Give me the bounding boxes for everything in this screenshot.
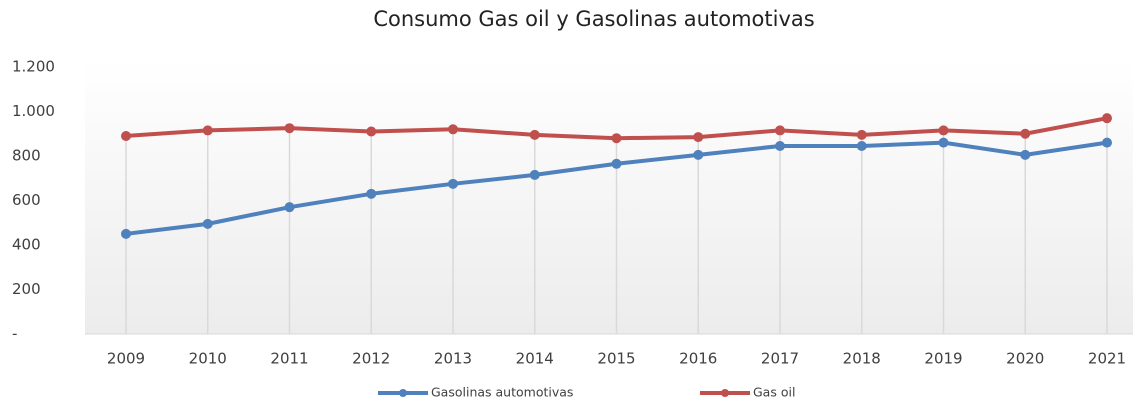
x-tick-label: 2013 [434, 350, 472, 368]
point [1020, 128, 1031, 139]
x-tick-label: 2014 [516, 350, 554, 368]
legend-marker [399, 389, 407, 397]
point [202, 125, 213, 136]
y-tick-label: 800 [12, 147, 41, 165]
point [1102, 137, 1112, 148]
point [1102, 113, 1112, 124]
point [693, 149, 704, 160]
point [121, 130, 131, 141]
point [1020, 149, 1031, 160]
legend-label: Gas oil [753, 385, 795, 400]
point [366, 126, 377, 137]
point [693, 132, 704, 143]
x-tick-label: 2017 [761, 350, 799, 368]
y-tick-label: 600 [12, 191, 41, 209]
point [856, 129, 867, 140]
point [284, 202, 295, 213]
legend-marker [721, 389, 729, 397]
x-tick-label: 2021 [1088, 350, 1126, 368]
point [448, 178, 458, 189]
x-tick-label: 2010 [189, 350, 227, 368]
x-tick-label: 2012 [352, 350, 390, 368]
point [121, 228, 131, 239]
point [529, 129, 540, 140]
point [938, 137, 949, 148]
point [284, 123, 295, 134]
y-tick-label: 200 [12, 280, 41, 298]
point [611, 133, 622, 144]
point [529, 169, 540, 180]
y-tick-label: - [12, 325, 17, 343]
x-tick-label: 2019 [924, 350, 962, 368]
point [938, 125, 949, 136]
point [775, 140, 785, 151]
x-tick-label: 2018 [843, 350, 881, 368]
x-tick-label: 2009 [107, 350, 145, 368]
x-tick-label: 2020 [1006, 350, 1044, 368]
x-tick-label: 2015 [597, 350, 635, 368]
y-tick-label: 1.200 [12, 58, 55, 76]
point [202, 218, 213, 229]
x-tick-label: 2011 [270, 350, 308, 368]
point [366, 188, 377, 199]
y-tick-label: 1.000 [12, 102, 55, 120]
point [611, 158, 622, 169]
point [448, 124, 458, 135]
plot-area [85, 60, 1133, 334]
y-tick-label: 400 [12, 236, 41, 254]
chart-title: Consumo Gas oil y Gasolinas automotivas [373, 7, 814, 31]
x-tick-label: 2016 [679, 350, 717, 368]
legend-label: Gasolinas automotivas [431, 385, 573, 400]
point [775, 125, 785, 136]
point [856, 140, 867, 151]
